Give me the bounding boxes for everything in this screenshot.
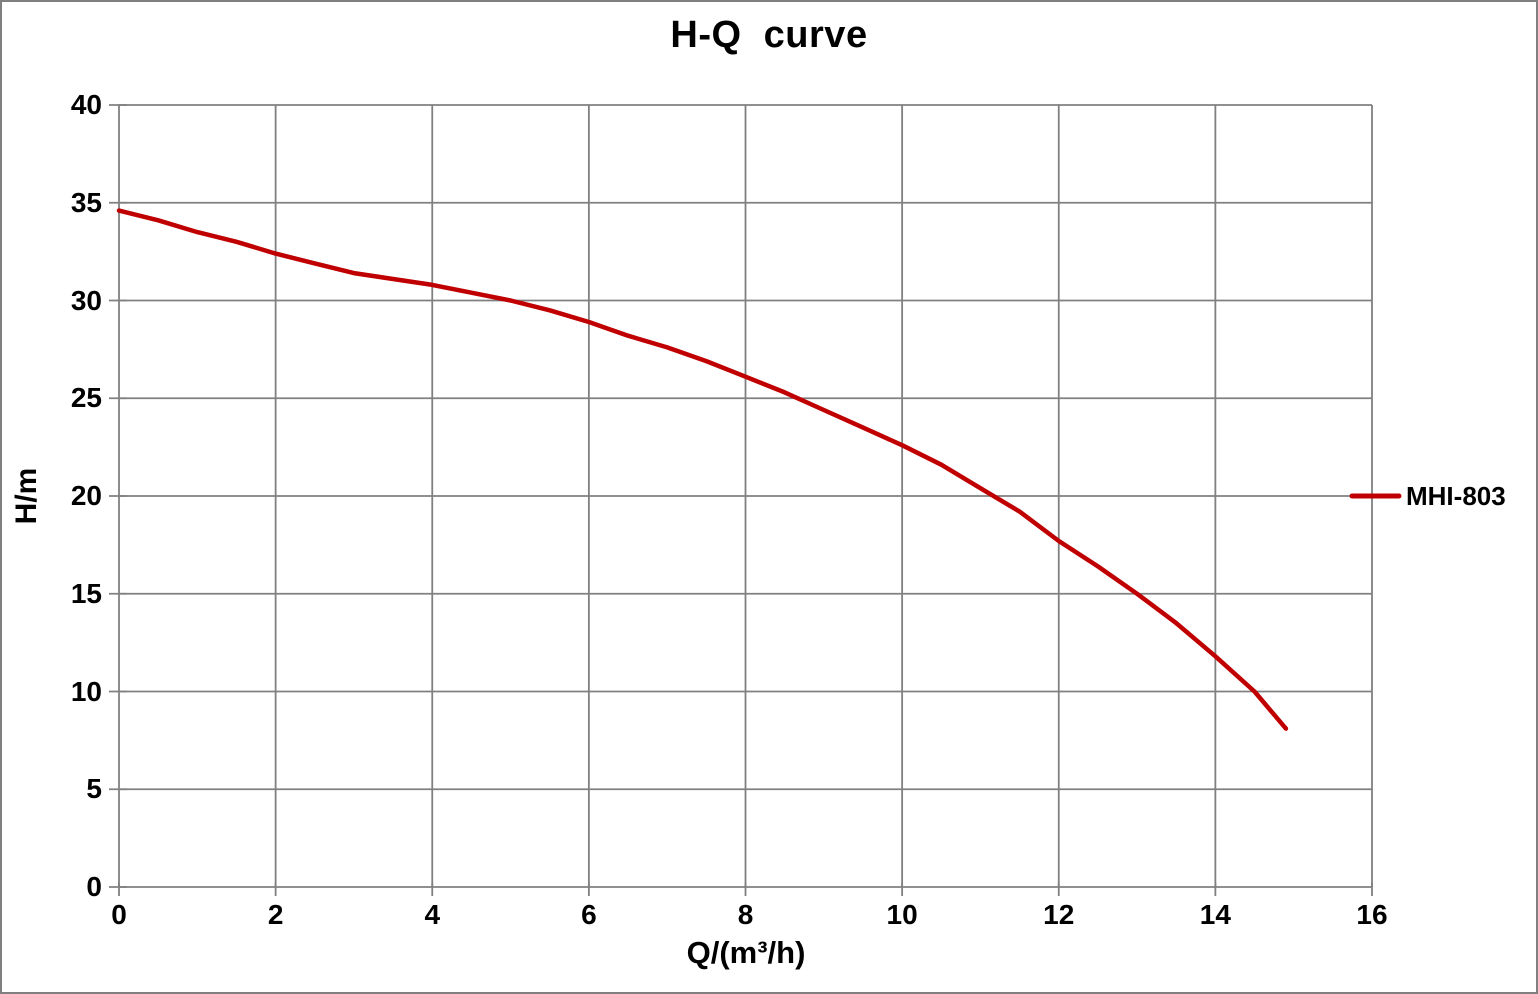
- x-tick-label: 14: [1199, 899, 1231, 930]
- chart-title: H-Q curve: [670, 14, 868, 56]
- y-tick-label: 40: [70, 89, 102, 120]
- y-tick-label: 30: [70, 284, 102, 316]
- x-tick-label: 2: [267, 899, 284, 930]
- x-tick-label: 8: [737, 899, 754, 930]
- x-tick-label: 4: [424, 899, 441, 930]
- y-tick-label: 10: [70, 675, 102, 707]
- y-tick-label: 20: [70, 480, 102, 511]
- curve-MHI-803: [116, 208, 1289, 731]
- gridlines: [118, 104, 1373, 888]
- x-tick-label: 10: [886, 899, 918, 930]
- y-tick-label: 35: [70, 186, 102, 218]
- x-tick-label: 6: [581, 899, 597, 930]
- legend-series-label: MHI-803: [1406, 481, 1506, 511]
- axis-ticks: [109, 104, 1373, 896]
- y-axis-title: H/m: [10, 467, 43, 525]
- x-axis-title: Q/(m³/h): [686, 935, 806, 970]
- series-curve: [116, 208, 1289, 731]
- x-tick-label: 12: [1043, 899, 1075, 930]
- y-tick-label: 15: [70, 577, 102, 609]
- y-tick-label: 25: [70, 382, 102, 414]
- y-tick-label: 5: [86, 773, 102, 805]
- y-tick-label: 0: [86, 871, 102, 902]
- x-tick-label: 16: [1356, 899, 1388, 930]
- x-tick-label: 0: [111, 899, 127, 930]
